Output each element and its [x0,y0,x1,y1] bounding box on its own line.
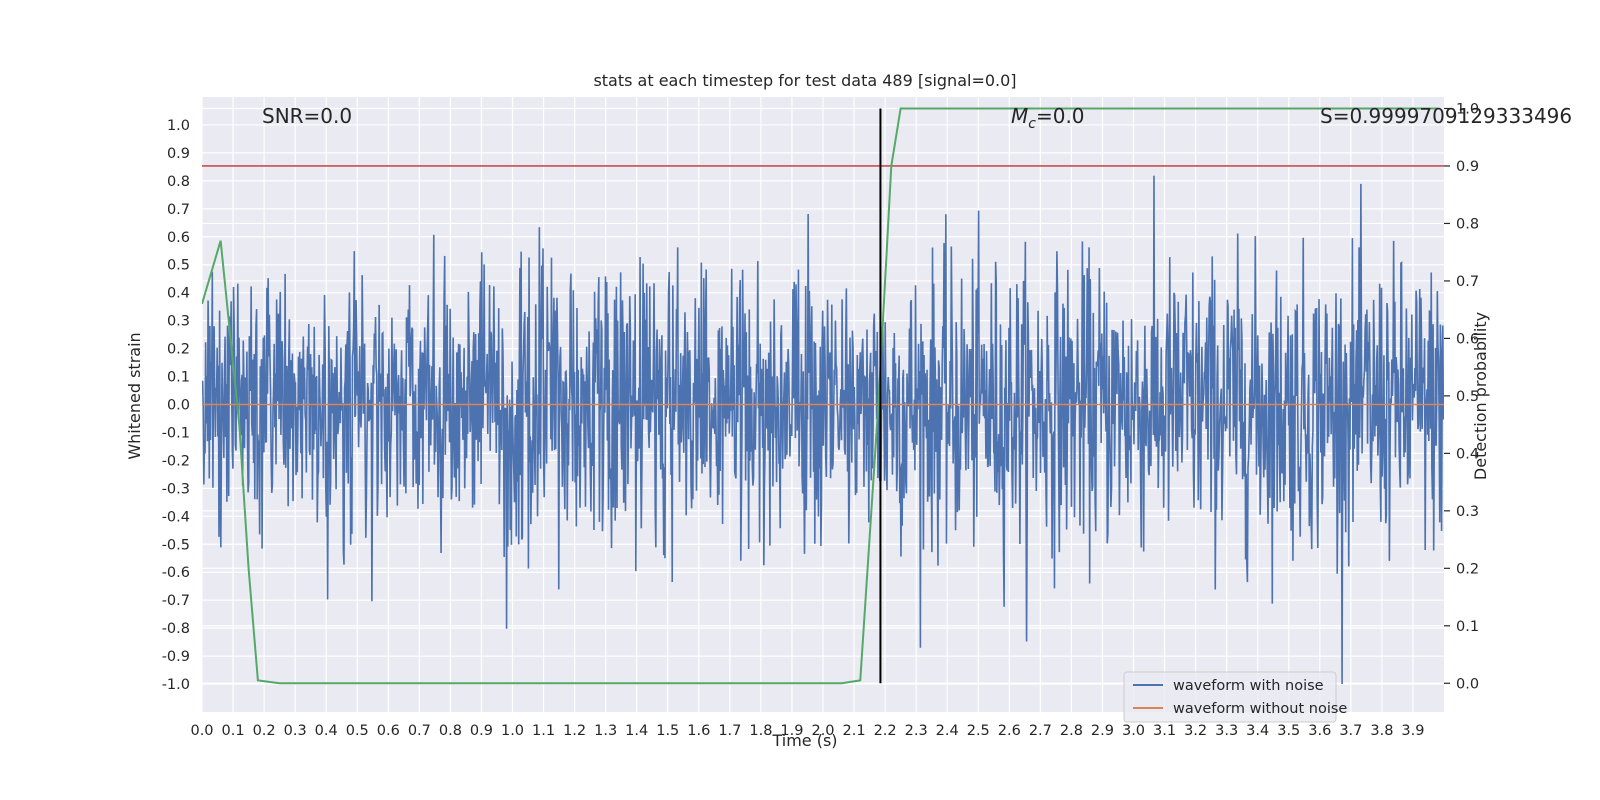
x-tick-label: 0.5 [346,723,369,739]
x-tick-label: 0.7 [408,723,431,739]
series-waveform-with-noise [202,175,1444,685]
y-right-tick-label: 0.4 [1456,446,1479,462]
x-tick-label: 3.7 [1339,723,1362,739]
y-tick-label: -1.0 [162,677,190,693]
legend-box [1123,671,1337,723]
y-tick-label: -0.8 [162,621,190,637]
y-right-tick-label: 1.0 [1456,101,1479,117]
x-tick-label: 1.8 [749,723,772,739]
x-tick-label: 2.3 [905,723,928,739]
x-tick-label: 2.2 [874,723,897,739]
y-right-tick-label: 0.2 [1456,561,1479,577]
y-tick-label: 0.2 [167,342,190,358]
y-right-tick-label: 0.0 [1456,676,1479,692]
x-tick-label: 2.1 [843,723,866,739]
x-tick-label: 1.1 [532,723,555,739]
y-tick-label: 1.0 [167,118,190,134]
y-right-tick-label: 0.1 [1456,619,1479,635]
x-tick-label: 3.3 [1215,723,1238,739]
x-tick-label: 2.5 [967,723,990,739]
y-tick-label: -0.3 [162,481,190,497]
y-tick-label: 0.7 [167,202,190,218]
mc-value: =0.0 [1036,104,1085,128]
x-tick-label: 2.6 [998,723,1021,739]
x-tick-label: 3.0 [1122,723,1145,739]
x-tick-label: 2.4 [936,723,959,739]
y-tick-label: 0.3 [167,314,190,330]
mc-symbol: M [1011,104,1028,128]
y-tick-label: -0.4 [162,509,190,525]
legend: waveform with noise waveform without noi… [1123,671,1347,723]
snr-annotation: SNR=0.0 [262,104,352,128]
x-axis-label: Time (s) [771,731,837,750]
x-tick-label: 0.4 [315,723,338,739]
x-tick-label: 3.2 [1184,723,1207,739]
y-axis-right-ticks: 1.0 0.9 0.8 0.7 0.6 0.5 0.4 0.3 0.2 0.1 0.0 [1444,101,1479,692]
x-tick-label: 1.0 [501,723,524,739]
x-tick-label: 0.8 [439,723,462,739]
x-tick-label: 3.8 [1370,723,1393,739]
x-tick-label: 0.1 [222,723,245,739]
y-right-tick-label: 0.7 [1456,274,1479,290]
y-tick-label: 0.9 [167,146,190,162]
x-tick-label: 0.9 [470,723,493,739]
mc-subscript: c [1028,116,1036,132]
x-tick-label: 1.7 [718,723,741,739]
x-tick-label: 2.8 [1060,723,1083,739]
x-tick-label: 1.5 [656,723,679,739]
y-tick-label: 0.1 [167,370,190,386]
x-tick-label: 0.2 [253,723,276,739]
x-tick-label: 0.3 [284,723,307,739]
x-tick-label: 1.9 [780,723,803,739]
x-tick-label: 3.6 [1308,723,1331,739]
x-tick-label: 1.3 [594,723,617,739]
x-tick-label: 0.0 [190,723,213,739]
s-annotation: S=0.9999709129333496 [1320,104,1572,128]
y-tick-label: -0.1 [162,425,190,441]
chart-title: stats at each timestep for test data 489… [593,71,1016,90]
x-tick-label: 3.5 [1277,723,1300,739]
mc-annotation: Mc=0.0 [1011,104,1085,132]
y-tick-label: -0.9 [162,649,190,665]
legend-label-clean: waveform without noise [1173,701,1347,717]
y-tick-label: 0.4 [167,286,190,302]
y-axis-label: Whitened strain [125,332,144,459]
y-right-tick-label: 0.6 [1456,331,1479,347]
x-tick-label: 3.4 [1246,723,1269,739]
y-right-tick-label: 0.8 [1456,216,1479,232]
series-detection-probability [202,107,1438,685]
y-tick-label: -0.7 [162,593,190,609]
y-right-tick-label: 0.9 [1456,159,1479,175]
y-axis-left-ticks: 1.0 0.9 0.8 0.7 0.6 0.5 0.4 0.3 0.2 0.1 0.0 -0.1 -0.… [162,118,190,693]
x-tick-label: 2.7 [1029,723,1052,739]
x-tick-label: 0.6 [377,723,400,739]
x-tick-label: 2.9 [1091,723,1114,739]
y-tick-label: -0.2 [162,453,190,469]
y-tick-label: 0.6 [167,230,190,246]
y-tick-label: -0.6 [162,565,190,581]
legend-label-noisy: waveform with noise [1173,678,1324,694]
x-axis-ticks: 0.0 0.1 0.2 0.3 0.4 0.5 0.6 0.7 0.8 0.9 1.0 1.1 1.2 1… [190,723,1424,739]
x-tick-label: 1.6 [687,723,710,739]
x-tick-label: 2.0 [811,723,834,739]
y-right-tick-label: 0.3 [1456,504,1479,520]
y-tick-label: 0.8 [167,174,190,190]
y-tick-label: -0.5 [162,537,190,553]
y-tick-label: 0.5 [167,258,190,274]
x-tick-label: 1.4 [625,723,648,739]
x-tick-label: 1.2 [563,723,586,739]
x-tick-label: 3.1 [1153,723,1176,739]
x-tick-label: 3.9 [1401,723,1424,739]
y-axis-right-label: Detection probability [1471,312,1490,480]
y-tick-label: 0.0 [167,398,190,414]
y-right-tick-label: 0.5 [1456,389,1479,405]
